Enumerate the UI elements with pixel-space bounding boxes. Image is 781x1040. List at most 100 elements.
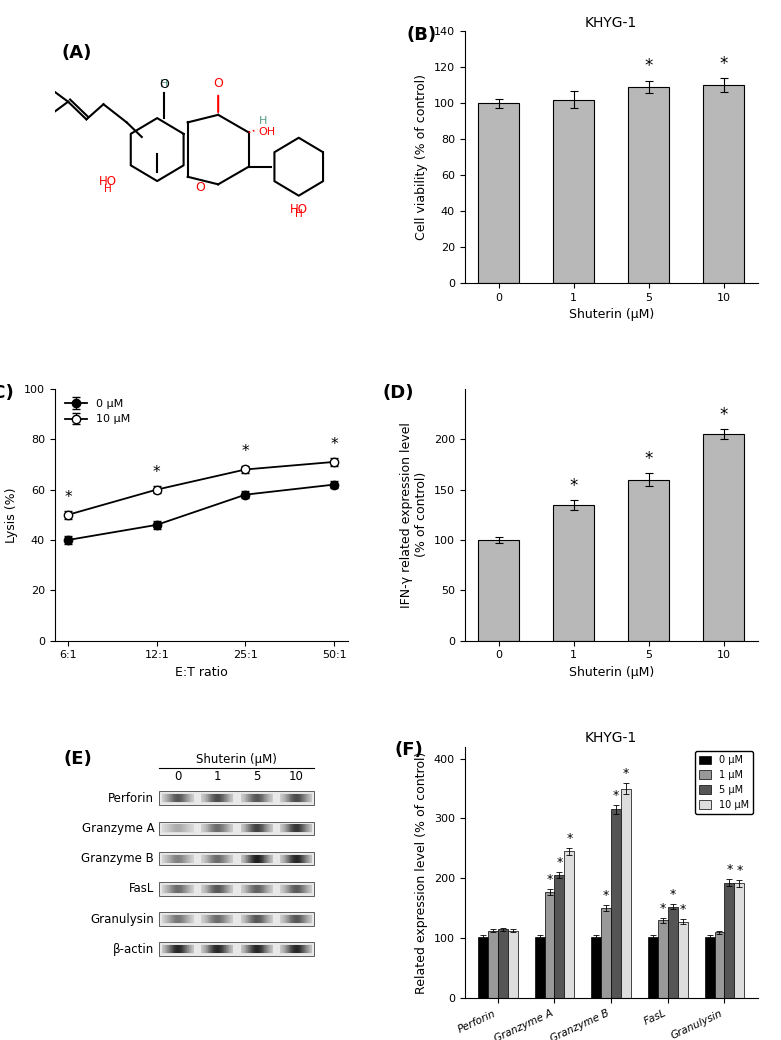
Bar — [628, 87, 669, 283]
Bar — [508, 931, 518, 998]
Bar — [159, 882, 314, 895]
Text: β-actin: β-actin — [113, 943, 155, 956]
Bar — [280, 884, 312, 893]
Bar — [621, 788, 631, 998]
Text: OH: OH — [259, 128, 276, 137]
Bar — [162, 914, 194, 924]
Y-axis label: Lysis (%): Lysis (%) — [5, 487, 19, 543]
Bar — [734, 883, 744, 998]
Legend: 0 μM, 10 μM: 0 μM, 10 μM — [60, 394, 134, 428]
Bar — [478, 540, 519, 641]
Text: *: * — [241, 444, 249, 460]
Bar — [725, 883, 734, 998]
Y-axis label: IFN-γ related expression level
(% of control): IFN-γ related expression level (% of con… — [401, 422, 428, 607]
Bar — [280, 854, 312, 863]
Text: *: * — [679, 904, 686, 916]
Bar — [478, 103, 519, 283]
Bar — [159, 822, 314, 835]
Bar — [678, 921, 687, 998]
Text: *: * — [613, 789, 619, 802]
Text: 5: 5 — [253, 770, 260, 783]
Bar — [162, 824, 194, 833]
Text: 0: 0 — [174, 770, 181, 783]
Bar — [668, 907, 678, 998]
Bar — [658, 920, 668, 998]
Text: *: * — [64, 490, 72, 504]
Text: *: * — [153, 465, 161, 479]
Text: *: * — [660, 902, 666, 915]
Text: *: * — [719, 54, 728, 73]
Bar — [704, 937, 715, 998]
Text: *: * — [556, 857, 562, 869]
Bar — [201, 794, 234, 803]
Bar — [280, 914, 312, 924]
Bar — [611, 809, 621, 998]
Title: KHYG-1: KHYG-1 — [585, 731, 637, 746]
Bar — [162, 794, 194, 803]
Bar — [241, 944, 273, 954]
Text: (E): (E) — [63, 750, 92, 769]
X-axis label: E:T ratio: E:T ratio — [175, 666, 227, 679]
Text: *: * — [603, 889, 609, 903]
Bar — [280, 944, 312, 954]
Legend: 0 μM, 1 μM, 5 μM, 10 μM: 0 μM, 1 μM, 5 μM, 10 μM — [695, 751, 753, 813]
Text: O: O — [213, 77, 223, 90]
Text: Perforin: Perforin — [109, 791, 155, 805]
Text: *: * — [566, 832, 572, 844]
Bar — [488, 931, 497, 998]
Bar — [703, 85, 744, 283]
Text: H: H — [295, 209, 302, 218]
Text: *: * — [569, 476, 578, 495]
Title: KHYG-1: KHYG-1 — [585, 16, 637, 30]
Bar — [159, 852, 314, 865]
Text: *: * — [644, 450, 653, 468]
Text: 1: 1 — [213, 770, 221, 783]
Bar — [544, 891, 555, 998]
Bar — [478, 937, 488, 998]
Text: H: H — [105, 184, 112, 193]
Text: *: * — [736, 863, 743, 877]
Bar — [162, 884, 194, 893]
Bar — [280, 794, 312, 803]
Bar — [601, 909, 611, 998]
Text: H: H — [259, 115, 267, 126]
Text: *: * — [726, 863, 733, 876]
Bar — [241, 824, 273, 833]
Bar — [715, 933, 725, 998]
Bar — [201, 854, 234, 863]
Bar — [703, 434, 744, 641]
Bar — [553, 100, 594, 283]
Bar — [162, 854, 194, 863]
Text: HO: HO — [99, 175, 117, 187]
Bar — [159, 912, 314, 926]
X-axis label: Shuterin (μM): Shuterin (μM) — [569, 308, 654, 321]
Bar — [159, 942, 314, 956]
Bar — [201, 944, 234, 954]
Text: *: * — [669, 888, 676, 902]
Bar — [553, 504, 594, 641]
Text: *: * — [547, 873, 553, 886]
Bar — [159, 791, 314, 805]
Text: *: * — [623, 768, 629, 780]
Bar — [201, 914, 234, 924]
Text: FasL: FasL — [129, 882, 155, 895]
Text: *: * — [719, 407, 728, 424]
Bar — [497, 930, 508, 998]
Bar — [565, 852, 574, 998]
Bar — [555, 876, 565, 998]
Bar — [280, 824, 312, 833]
Bar — [162, 944, 194, 954]
Y-axis label: Cell viability (% of control): Cell viability (% of control) — [415, 74, 428, 240]
Text: Granulysin: Granulysin — [91, 912, 155, 926]
Bar — [241, 794, 273, 803]
Text: (B): (B) — [406, 26, 437, 44]
Text: (D): (D) — [383, 384, 414, 401]
Text: Granzyme B: Granzyme B — [81, 852, 155, 865]
Bar — [535, 937, 544, 998]
Text: (A): (A) — [62, 44, 92, 61]
Text: H: H — [160, 79, 169, 89]
Bar — [241, 884, 273, 893]
Text: (C): (C) — [0, 384, 14, 401]
Bar — [201, 824, 234, 833]
Text: Granzyme A: Granzyme A — [82, 822, 155, 835]
